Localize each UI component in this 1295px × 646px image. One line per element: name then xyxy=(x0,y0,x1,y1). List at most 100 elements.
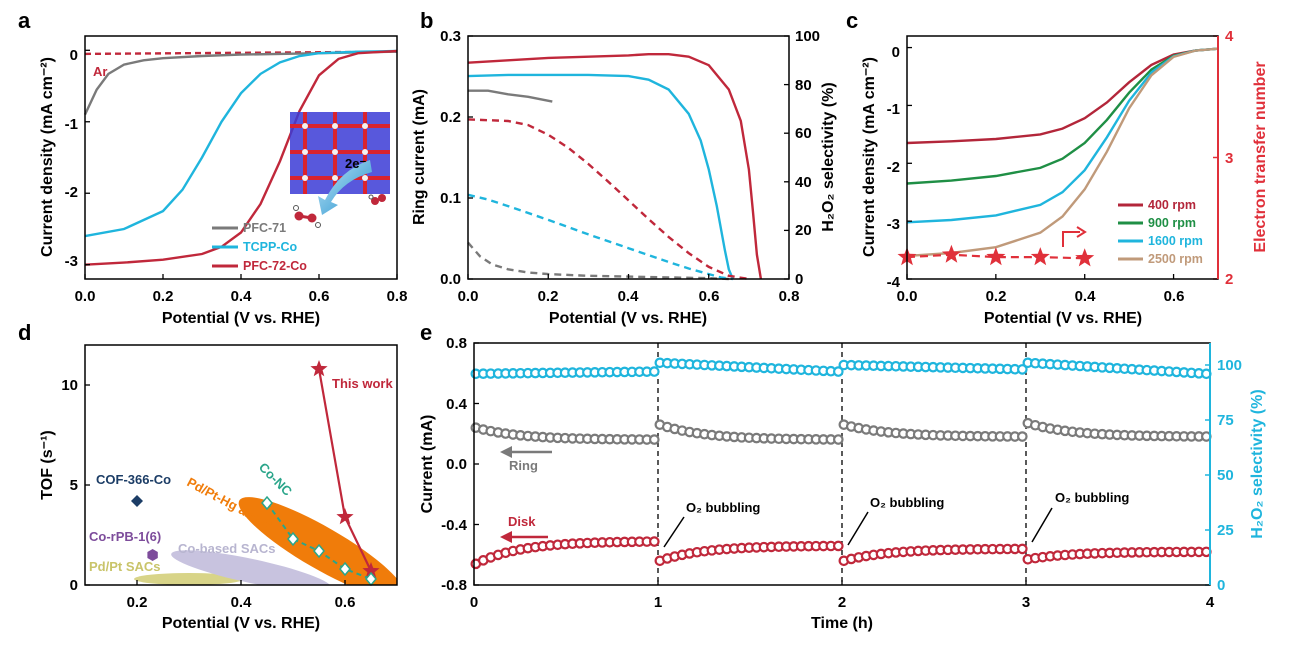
legend-label-400rpm: 400 rpm xyxy=(1148,198,1196,212)
panel-b-xtick: 0.8 xyxy=(779,288,800,305)
panel-a-xtick: 0.4 xyxy=(231,288,253,305)
label-co-rpb: Co-rPB-1(6) xyxy=(89,529,161,544)
panel-a-ytick: 0 xyxy=(70,47,78,64)
panel-c-y2tick: 3 xyxy=(1225,150,1233,167)
panel-e: e 0 1 2 3 4 -0.8 -0.4 0.0 0.4 0.8 0 25 5… xyxy=(419,320,1266,632)
series-line-pfc-71 xyxy=(83,50,398,116)
panel-b-y2tick: 60 xyxy=(795,125,812,142)
ring-arrowhead-icon xyxy=(500,446,512,458)
panel-e-y2tick: 50 xyxy=(1217,467,1234,484)
co-nc-marker xyxy=(261,495,273,511)
co-nc-marker xyxy=(287,531,299,547)
series-line-pfc-71-selectivity xyxy=(468,89,553,103)
series-line-pfc-71-ring xyxy=(467,241,729,281)
panel-e-y2tick: 0 xyxy=(1217,577,1225,594)
panel-e-plot-area xyxy=(470,342,1212,586)
series-line-pfc-72-co xyxy=(84,49,398,266)
panel-b-y2tick: 20 xyxy=(795,222,812,239)
co-rpb-marker xyxy=(147,549,158,561)
legend-label-1600rpm: 1600 rpm xyxy=(1148,234,1203,248)
panel-e-ytick: 0.4 xyxy=(446,396,468,413)
panel-c-y2tick: 4 xyxy=(1225,28,1234,45)
panel-e-letter: e xyxy=(420,320,432,345)
panel-c-xtick: 0.0 xyxy=(897,288,918,305)
panel-d-yticks: 0 5 10 xyxy=(61,377,78,594)
electron-transfer-star xyxy=(986,247,1006,266)
ar-label: Ar xyxy=(93,64,107,79)
panel-c-y2label: Electron transfer number xyxy=(1252,61,1269,252)
legend-label-pfc71: PFC-71 xyxy=(243,221,286,235)
panel-a-ytick: -2 xyxy=(65,184,78,201)
panel-e-ylabel: Current (mA) xyxy=(419,415,436,514)
label-cof: COF-366-Co xyxy=(96,472,171,487)
this-work-star xyxy=(336,508,354,525)
panel-e-xtick: 1 xyxy=(654,594,662,611)
panel-a-ytick: -3 xyxy=(65,253,78,270)
disk-arrowhead-icon xyxy=(500,531,512,543)
panel-a-ylabel: Current density (mA cm⁻²) xyxy=(39,57,56,257)
cof-366-co-marker xyxy=(131,495,143,507)
panel-d-xtick: 0.4 xyxy=(231,594,253,611)
bubbling-annotations: O₂ bubbling O₂ bubbling O₂ bubbling xyxy=(663,490,1129,548)
panel-e-xlabel: Time (h) xyxy=(811,615,873,632)
panel-b-letter: b xyxy=(420,8,433,33)
series-line-tcpp-co xyxy=(84,49,398,238)
panel-c-ytick: -1 xyxy=(887,101,900,118)
panel-e-xtick: 4 xyxy=(1206,594,1215,611)
panel-d: d 0.2 0.4 0.6 0 5 10 Potential (V vs. RH… xyxy=(18,320,398,632)
panel-c: c 0.0 0.2 0.4 0.6 0 -1 -2 -3 -4 2 3 4 Po… xyxy=(846,8,1269,327)
this-work-star xyxy=(310,360,328,377)
panel-c-letter: c xyxy=(846,8,858,33)
panel-a-xtick: 0.0 xyxy=(75,288,96,305)
panel-d-ytick: 10 xyxy=(61,377,78,394)
co-nc-marker xyxy=(313,543,325,559)
bubbling-arrow-icon xyxy=(1031,507,1053,543)
this-work-star xyxy=(362,562,380,579)
panel-a-ytick: -1 xyxy=(65,116,78,133)
electron-transfer-star xyxy=(1075,248,1095,267)
panel-d-xtick: 0.6 xyxy=(335,594,356,611)
panel-b-xtick: 0.6 xyxy=(699,288,720,305)
panel-a-xticks: 0.0 0.2 0.4 0.6 0.8 xyxy=(75,288,408,305)
panel-b-ytick: 0.0 xyxy=(440,271,461,288)
panel-b-ytick: 0.2 xyxy=(440,109,461,126)
panel-a-xlabel: Potential (V vs. RHE) xyxy=(162,310,320,327)
disk-point xyxy=(649,536,660,547)
panel-c-y2tick: 2 xyxy=(1225,271,1233,288)
series-line-2500-rpm xyxy=(906,47,1219,258)
panel-d-plot-area xyxy=(85,360,397,587)
panel-c-yticks-left: 0 -1 -2 -3 -4 xyxy=(887,44,901,291)
panel-c-plot-area xyxy=(897,35,1219,280)
panel-e-xtick: 2 xyxy=(838,594,846,611)
panel-c-xtick: 0.2 xyxy=(986,288,1007,305)
panel-a-letter: a xyxy=(18,8,31,33)
panel-e-xticks: 0 1 2 3 4 xyxy=(470,594,1215,611)
mof-structure-inset: 2e⁻ xyxy=(290,112,390,228)
panel-a-xtick: 0.8 xyxy=(387,288,408,305)
electron-transfer-line xyxy=(906,253,1085,260)
o2-molecule-icon xyxy=(368,194,386,205)
panel-e-ytick: -0.8 xyxy=(441,577,467,594)
series-line-1600-rpm xyxy=(906,47,1219,224)
panel-c-xticks: 0.0 0.2 0.4 0.6 xyxy=(897,288,1185,305)
panel-c-xlabel: Potential (V vs. RHE) xyxy=(984,310,1142,327)
panel-e-ytick: -0.4 xyxy=(441,517,468,534)
selectivity-point xyxy=(1017,364,1028,375)
legend-label-tcpp: TCPP-Co xyxy=(243,240,298,254)
panel-a: a 0.0 0.2 0.4 0.6 0.8 0 -1 -2 -3 Potenti… xyxy=(18,8,407,327)
selectivity-point xyxy=(833,366,844,377)
series-line-pfc-72-co-selectivity xyxy=(467,53,763,280)
panel-e-y2label: H₂O₂ selectivity (%) xyxy=(1249,389,1266,538)
bubbling-arrow-icon xyxy=(847,511,869,546)
legend-label-2500rpm: 2500 rpm xyxy=(1148,252,1203,266)
disk-point xyxy=(833,540,844,552)
panel-e-ytick: 0.8 xyxy=(446,335,467,352)
panel-b-ytick: 0.1 xyxy=(440,190,461,207)
panel-b-ylabel: Ring current (mA) xyxy=(411,89,428,225)
series-line-tcpp-co-ring xyxy=(467,193,733,281)
panel-e-y2tick: 25 xyxy=(1217,522,1234,539)
panel-e-xtick: 0 xyxy=(470,594,478,611)
panel-a-legend: PFC-71 TCPP-Co PFC-72-Co xyxy=(212,221,307,273)
legend-label-900rpm: 900 rpm xyxy=(1148,216,1196,230)
electron-transfer-star xyxy=(941,244,961,263)
